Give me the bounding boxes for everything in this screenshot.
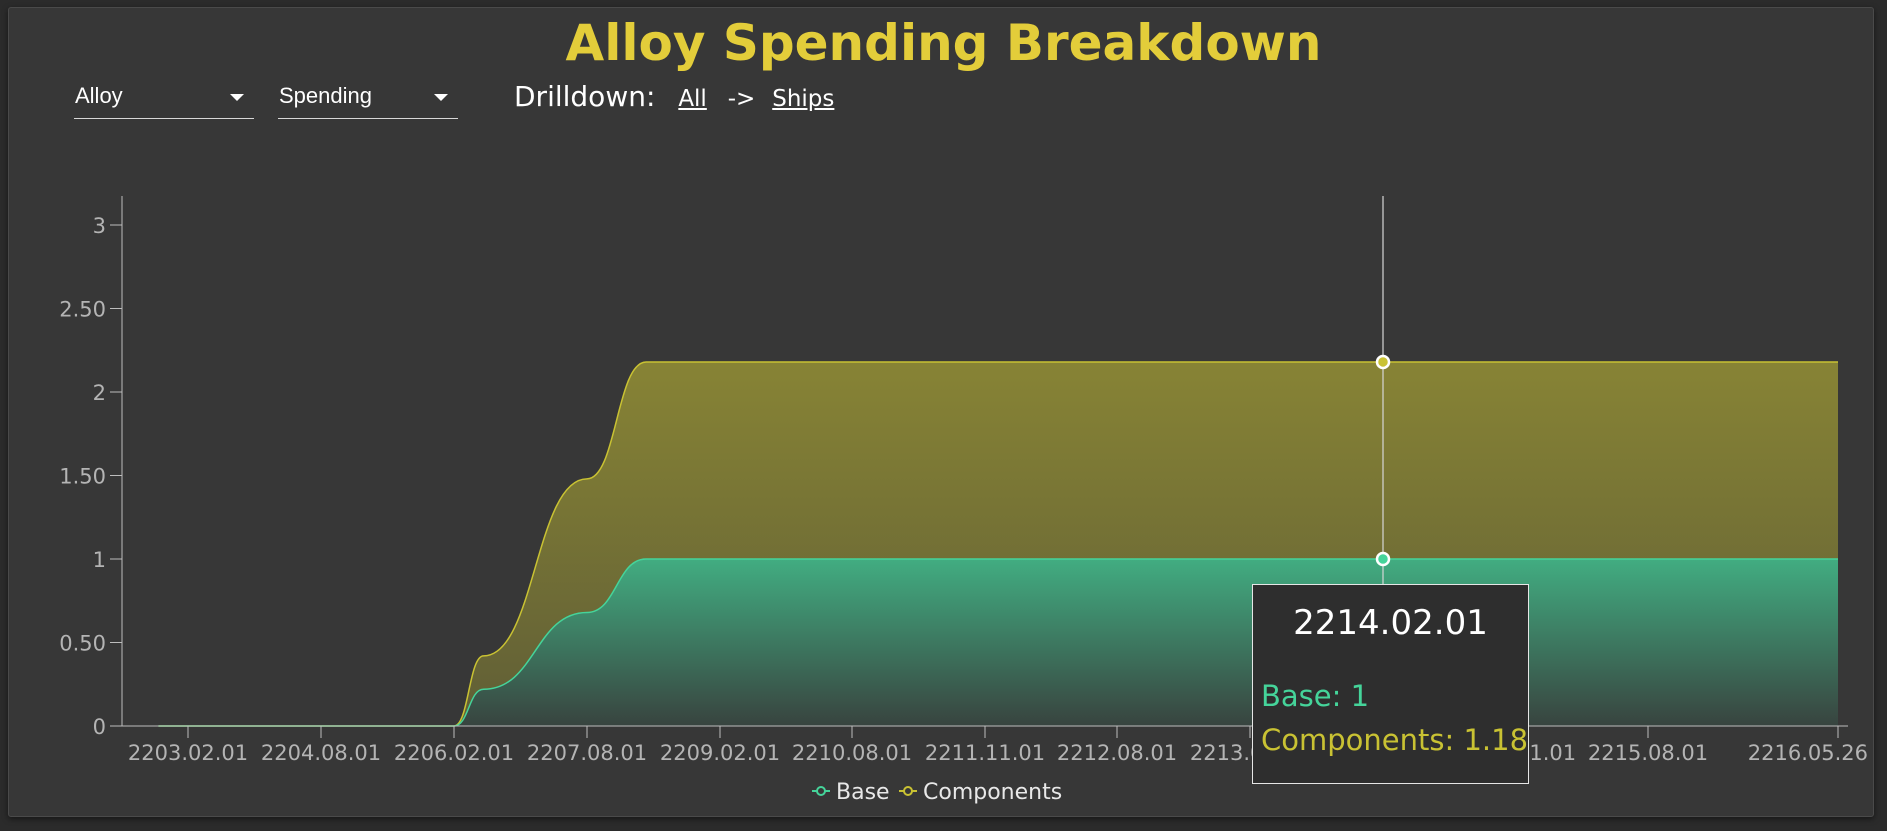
y-tick-label: 3 bbox=[93, 214, 106, 238]
y-tick-label: 1 bbox=[93, 548, 106, 572]
components-point bbox=[1375, 354, 1391, 370]
legend-swatch-marker bbox=[903, 786, 913, 796]
legend-label: Components bbox=[923, 780, 1062, 805]
x-tick-label: 2215.08.01 bbox=[1588, 741, 1708, 765]
x-tick-label: 2216.05.26 bbox=[1748, 741, 1868, 765]
tooltip-components-value: Components: 1.18 bbox=[1261, 723, 1529, 757]
base-point bbox=[1375, 551, 1391, 567]
y-tick-label: 2 bbox=[93, 381, 106, 405]
x-tick-label: 2204.08.01 bbox=[261, 741, 381, 765]
tooltip-base-value: Base: 1 bbox=[1261, 679, 1370, 713]
legend-label: Base bbox=[836, 780, 890, 805]
resource-select-value: Alloy bbox=[75, 83, 123, 108]
page-title: Alloy Spending Breakdown bbox=[565, 14, 1322, 72]
chart-tooltip: 2214.02.01 Base: 1 Components: 1.18 bbox=[1252, 584, 1529, 784]
drilldown-label: Drilldown: bbox=[514, 80, 656, 113]
x-tick-label: 2210.08.01 bbox=[792, 741, 912, 765]
components-area bbox=[158, 361, 1838, 726]
y-tick-label: 1.50 bbox=[59, 465, 106, 489]
breadcrumb: Drilldown: All -> Ships bbox=[514, 80, 834, 113]
metric-select[interactable]: Spending bbox=[278, 75, 458, 119]
metric-select-value: Spending bbox=[279, 83, 372, 108]
resource-select[interactable]: Alloy bbox=[74, 75, 254, 119]
base-area bbox=[158, 559, 1838, 726]
x-tick-label: 2209.02.01 bbox=[660, 741, 780, 765]
breadcrumb-separator: -> bbox=[727, 86, 756, 112]
x-tick-label: 2211.11.01 bbox=[925, 741, 1045, 765]
y-tick-label: 0 bbox=[93, 715, 106, 739]
x-tick-label: 2206.02.01 bbox=[394, 741, 514, 765]
x-tick-label: 2212.08.01 bbox=[1057, 741, 1177, 765]
legend-swatch-marker bbox=[816, 786, 826, 796]
y-tick-label: 2.50 bbox=[59, 298, 106, 322]
x-tick-label: 2207.08.01 bbox=[527, 741, 647, 765]
breadcrumb-link-all[interactable]: All bbox=[678, 86, 707, 112]
chevron-down-icon bbox=[230, 94, 244, 101]
breadcrumb-link-ships[interactable]: Ships bbox=[772, 86, 835, 112]
x-tick-label: 2203.02.01 bbox=[128, 741, 248, 765]
tooltip-date: 2214.02.01 bbox=[1293, 603, 1488, 643]
chevron-down-icon bbox=[434, 94, 448, 101]
y-tick-label: 0.50 bbox=[59, 632, 106, 656]
